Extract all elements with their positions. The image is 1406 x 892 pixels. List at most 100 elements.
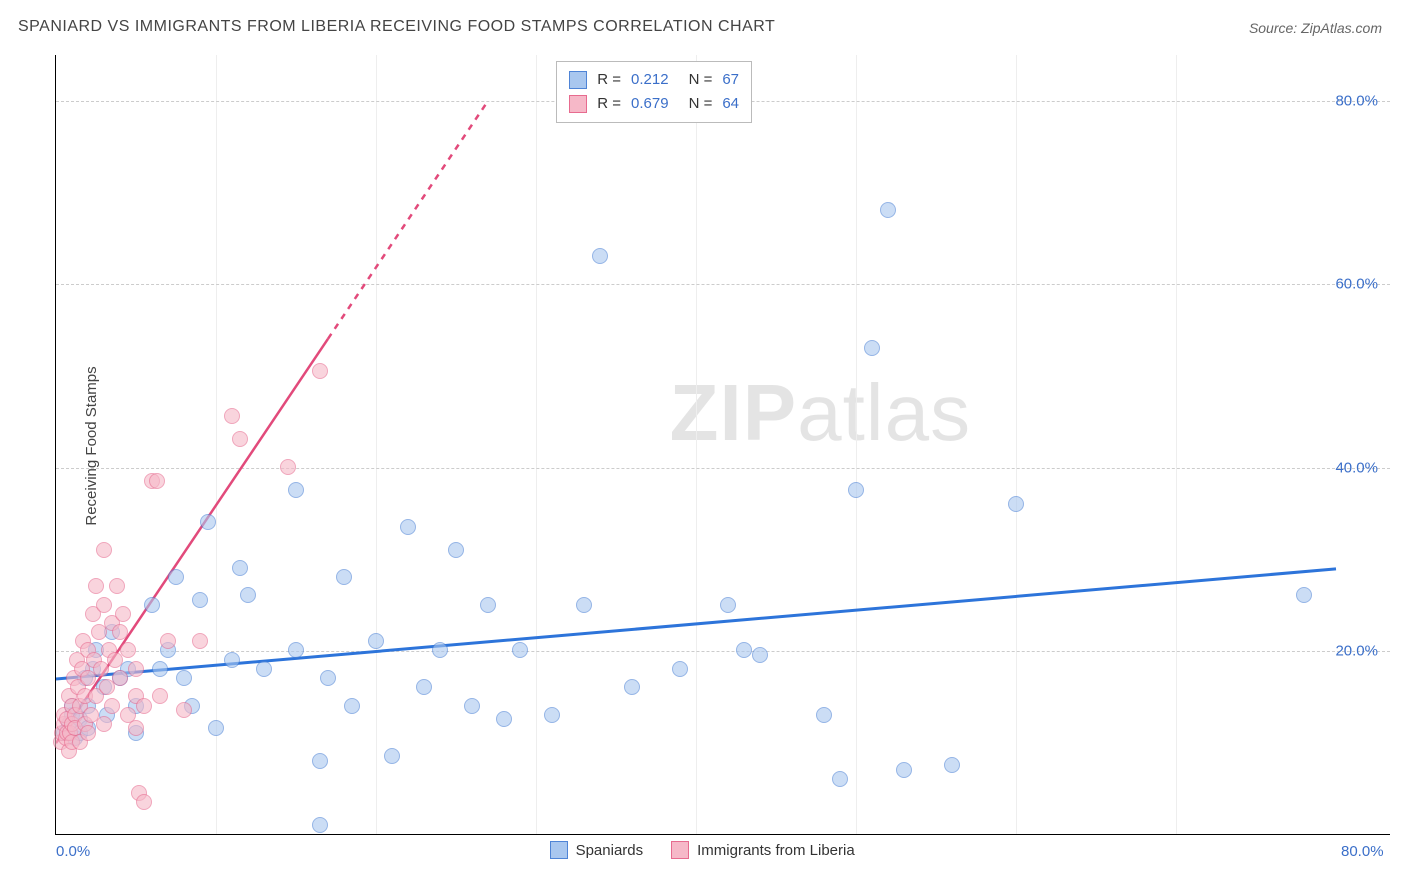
data-point: [312, 753, 328, 769]
data-point: [96, 597, 112, 613]
data-point: [432, 642, 448, 658]
gridline-h: [56, 651, 1390, 652]
data-point: [208, 720, 224, 736]
data-point: [576, 597, 592, 613]
data-point: [160, 633, 176, 649]
data-point: [416, 679, 432, 695]
stat-n-value: 64: [722, 92, 739, 116]
y-tick-label: 40.0%: [1335, 459, 1378, 476]
data-point: [384, 748, 400, 764]
data-point: [344, 698, 360, 714]
stat-n-value: 67: [722, 68, 739, 92]
legend-swatch-icon: [569, 95, 587, 113]
data-point: [400, 519, 416, 535]
gridline-v: [216, 55, 217, 834]
data-point: [944, 757, 960, 773]
data-point: [336, 569, 352, 585]
data-point: [624, 679, 640, 695]
data-point: [512, 642, 528, 658]
data-point: [136, 698, 152, 714]
gridline-v: [1016, 55, 1017, 834]
x-tick-label: 0.0%: [56, 843, 90, 860]
data-point: [192, 592, 208, 608]
data-point: [112, 624, 128, 640]
data-point: [232, 431, 248, 447]
gridline-h: [56, 468, 1390, 469]
data-point: [192, 633, 208, 649]
data-point: [176, 670, 192, 686]
data-point: [240, 587, 256, 603]
data-point: [168, 569, 184, 585]
legend-label: Spaniards: [576, 842, 644, 859]
data-point: [720, 597, 736, 613]
scatter-plot: ZIPatlas 20.0%40.0%60.0%80.0%0.0%80.0%R …: [55, 55, 1390, 835]
gridline-v: [376, 55, 377, 834]
data-point: [176, 702, 192, 718]
legend-item: Immigrants from Liberia: [671, 841, 855, 859]
data-point: [752, 647, 768, 663]
legend-swatch-icon: [569, 71, 587, 89]
data-point: [112, 670, 128, 686]
data-point: [320, 670, 336, 686]
y-tick-label: 60.0%: [1335, 276, 1378, 293]
correlation-stats-box: R = 0.212 N = 67 R = 0.679 N = 64: [556, 61, 752, 123]
legend-swatch-icon: [671, 841, 689, 859]
data-point: [288, 482, 304, 498]
data-point: [80, 725, 96, 741]
data-point: [832, 771, 848, 787]
stats-row: R = 0.212 N = 67: [569, 68, 739, 92]
data-point: [136, 794, 152, 810]
watermark: ZIPatlas: [670, 367, 971, 459]
data-point: [896, 762, 912, 778]
data-point: [280, 459, 296, 475]
source-label: Source: ZipAtlas.com: [1249, 20, 1382, 36]
stats-row: R = 0.679 N = 64: [569, 92, 739, 116]
data-point: [224, 652, 240, 668]
stat-r-label: R =: [597, 92, 621, 116]
data-point: [880, 202, 896, 218]
stat-n-label: N =: [689, 68, 713, 92]
data-point: [115, 606, 131, 622]
data-point: [448, 542, 464, 558]
stat-r-value: 0.679: [631, 92, 669, 116]
data-point: [88, 578, 104, 594]
data-point: [93, 661, 109, 677]
data-point: [152, 688, 168, 704]
data-point: [312, 817, 328, 833]
data-point: [96, 542, 112, 558]
data-point: [109, 578, 125, 594]
data-point: [1296, 587, 1312, 603]
data-point: [144, 597, 160, 613]
data-point: [152, 661, 168, 677]
gridline-h: [56, 284, 1390, 285]
gridline-v: [1176, 55, 1177, 834]
data-point: [256, 661, 272, 677]
stat-r-value: 0.212: [631, 68, 669, 92]
stat-n-label: N =: [689, 92, 713, 116]
legend: Spaniards Immigrants from Liberia: [550, 841, 855, 859]
data-point: [288, 642, 304, 658]
gridline-v: [536, 55, 537, 834]
y-tick-label: 80.0%: [1335, 92, 1378, 109]
data-point: [480, 597, 496, 613]
data-point: [232, 560, 248, 576]
data-point: [368, 633, 384, 649]
data-point: [736, 642, 752, 658]
data-point: [128, 720, 144, 736]
data-point: [544, 707, 560, 723]
data-point: [672, 661, 688, 677]
data-point: [149, 473, 165, 489]
data-point: [496, 711, 512, 727]
chart-title: SPANIARD VS IMMIGRANTS FROM LIBERIA RECE…: [18, 18, 775, 36]
x-tick-label: 80.0%: [1341, 843, 1384, 860]
data-point: [864, 340, 880, 356]
data-point: [464, 698, 480, 714]
data-point: [312, 363, 328, 379]
stat-r-label: R =: [597, 68, 621, 92]
data-point: [128, 661, 144, 677]
data-point: [96, 716, 112, 732]
data-point: [1008, 496, 1024, 512]
data-point: [848, 482, 864, 498]
data-point: [104, 698, 120, 714]
y-tick-label: 20.0%: [1335, 643, 1378, 660]
